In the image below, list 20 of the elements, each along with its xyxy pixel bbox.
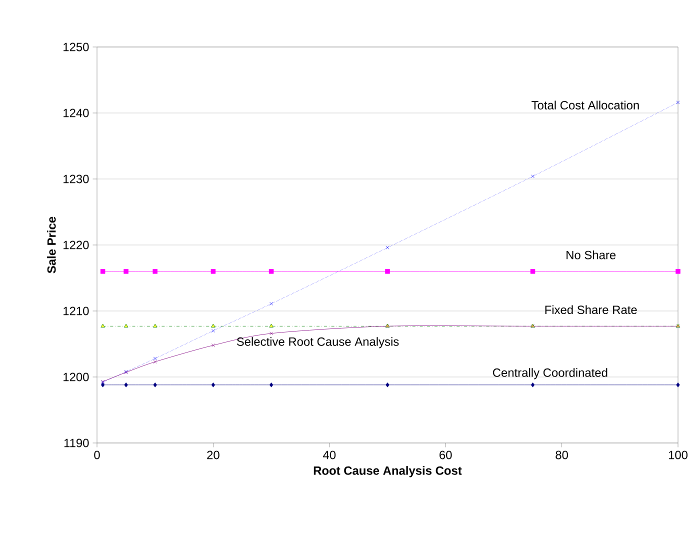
y-tick-label: 1240 (64, 108, 89, 118)
y-tick-label: 1210 (64, 306, 89, 316)
y-tick-label: 1220 (64, 240, 89, 250)
series-label: Centrally Coordinated (492, 368, 608, 380)
x-tick-label: 20 (207, 450, 220, 460)
series-label: Total Cost Allocation (532, 100, 639, 110)
y-axis-title: Sale Price (47, 216, 56, 274)
x-tick-label: 0 (94, 450, 100, 460)
x-tick-label: 60 (440, 450, 452, 460)
series-label: No Share (566, 250, 616, 260)
y-tick-label: 1190 (64, 438, 89, 448)
series-label: Selective Root Cause Analysis (236, 337, 399, 348)
y-tick-label: 1250 (64, 42, 89, 52)
y-tick-label: 1230 (64, 174, 89, 184)
x-axis-title: Root Cause Analysis Cost (314, 466, 462, 478)
series-label: Fixed Share Rate (545, 305, 637, 314)
y-tick-label: 1200 (64, 372, 89, 382)
x-tick-label: 80 (556, 450, 568, 460)
x-tick-label: 40 (323, 450, 336, 460)
x-tick-label: 100 (668, 450, 688, 460)
